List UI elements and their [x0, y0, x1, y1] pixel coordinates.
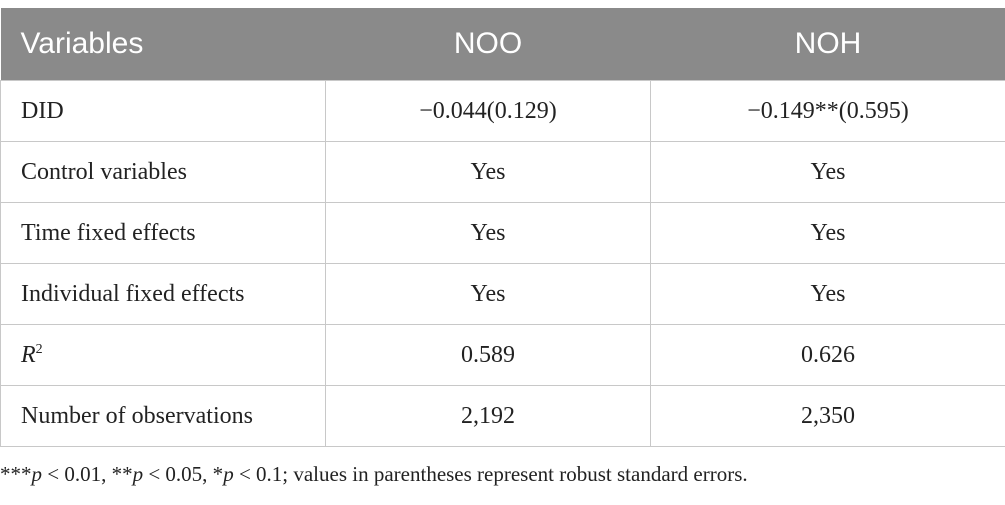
cell: Time fixed effects: [0, 202, 326, 264]
footnote-text: < 0.01, **: [42, 462, 133, 486]
header-row: Variables NOO NOH: [0, 8, 1005, 81]
cell: R2: [0, 324, 326, 386]
header-cell: NOH: [650, 8, 1005, 81]
cell: −0.149**(0.595): [650, 80, 1005, 142]
footnote-italic: p: [223, 462, 234, 486]
row: DID −0.044(0.129) −0.149**(0.595): [0, 80, 1005, 142]
r-squared-sup: 2: [35, 341, 43, 357]
cell: 2,350: [650, 385, 1005, 447]
cell: Number of observations: [0, 385, 326, 447]
row: R2 0.589 0.626: [0, 324, 1005, 386]
cell: DID: [0, 80, 326, 142]
cell: Yes: [650, 141, 1005, 203]
row: Individual fixed effects Yes Yes: [0, 263, 1005, 325]
cell: Control variables: [0, 141, 326, 203]
cell: Individual fixed effects: [0, 263, 326, 325]
footnote-text: < 0.05, *: [143, 462, 224, 486]
header-cell: Variables: [0, 8, 326, 81]
cell: Yes: [650, 263, 1005, 325]
row: Number of observations 2,192 2,350: [0, 385, 1005, 447]
footnote: ***p < 0.01, **p < 0.05, *p < 0.1; value…: [0, 462, 748, 487]
row: Control variables Yes Yes: [0, 141, 1005, 203]
r-squared-base: R: [21, 341, 36, 368]
cell: Yes: [650, 202, 1005, 264]
header-cell: NOO: [325, 8, 651, 81]
footnote-italic: p: [132, 462, 144, 486]
cell: 0.626: [650, 324, 1005, 386]
cell: −0.044(0.129): [325, 80, 651, 142]
cell: Yes: [325, 202, 651, 264]
footnote-text: ***: [0, 462, 32, 486]
cell: 0.589: [325, 324, 651, 386]
cell: Yes: [325, 141, 651, 203]
row: Time fixed effects Yes Yes: [0, 202, 1005, 264]
cell: 2,192: [325, 385, 651, 447]
footnote-italic: p: [31, 462, 43, 486]
footnote-text: < 0.1; values in parentheses represent r…: [233, 462, 748, 486]
results-table: Variables NOO NOH DID −0.044(0.129) −0.149…: [0, 8, 1005, 447]
cell: Yes: [325, 263, 651, 325]
